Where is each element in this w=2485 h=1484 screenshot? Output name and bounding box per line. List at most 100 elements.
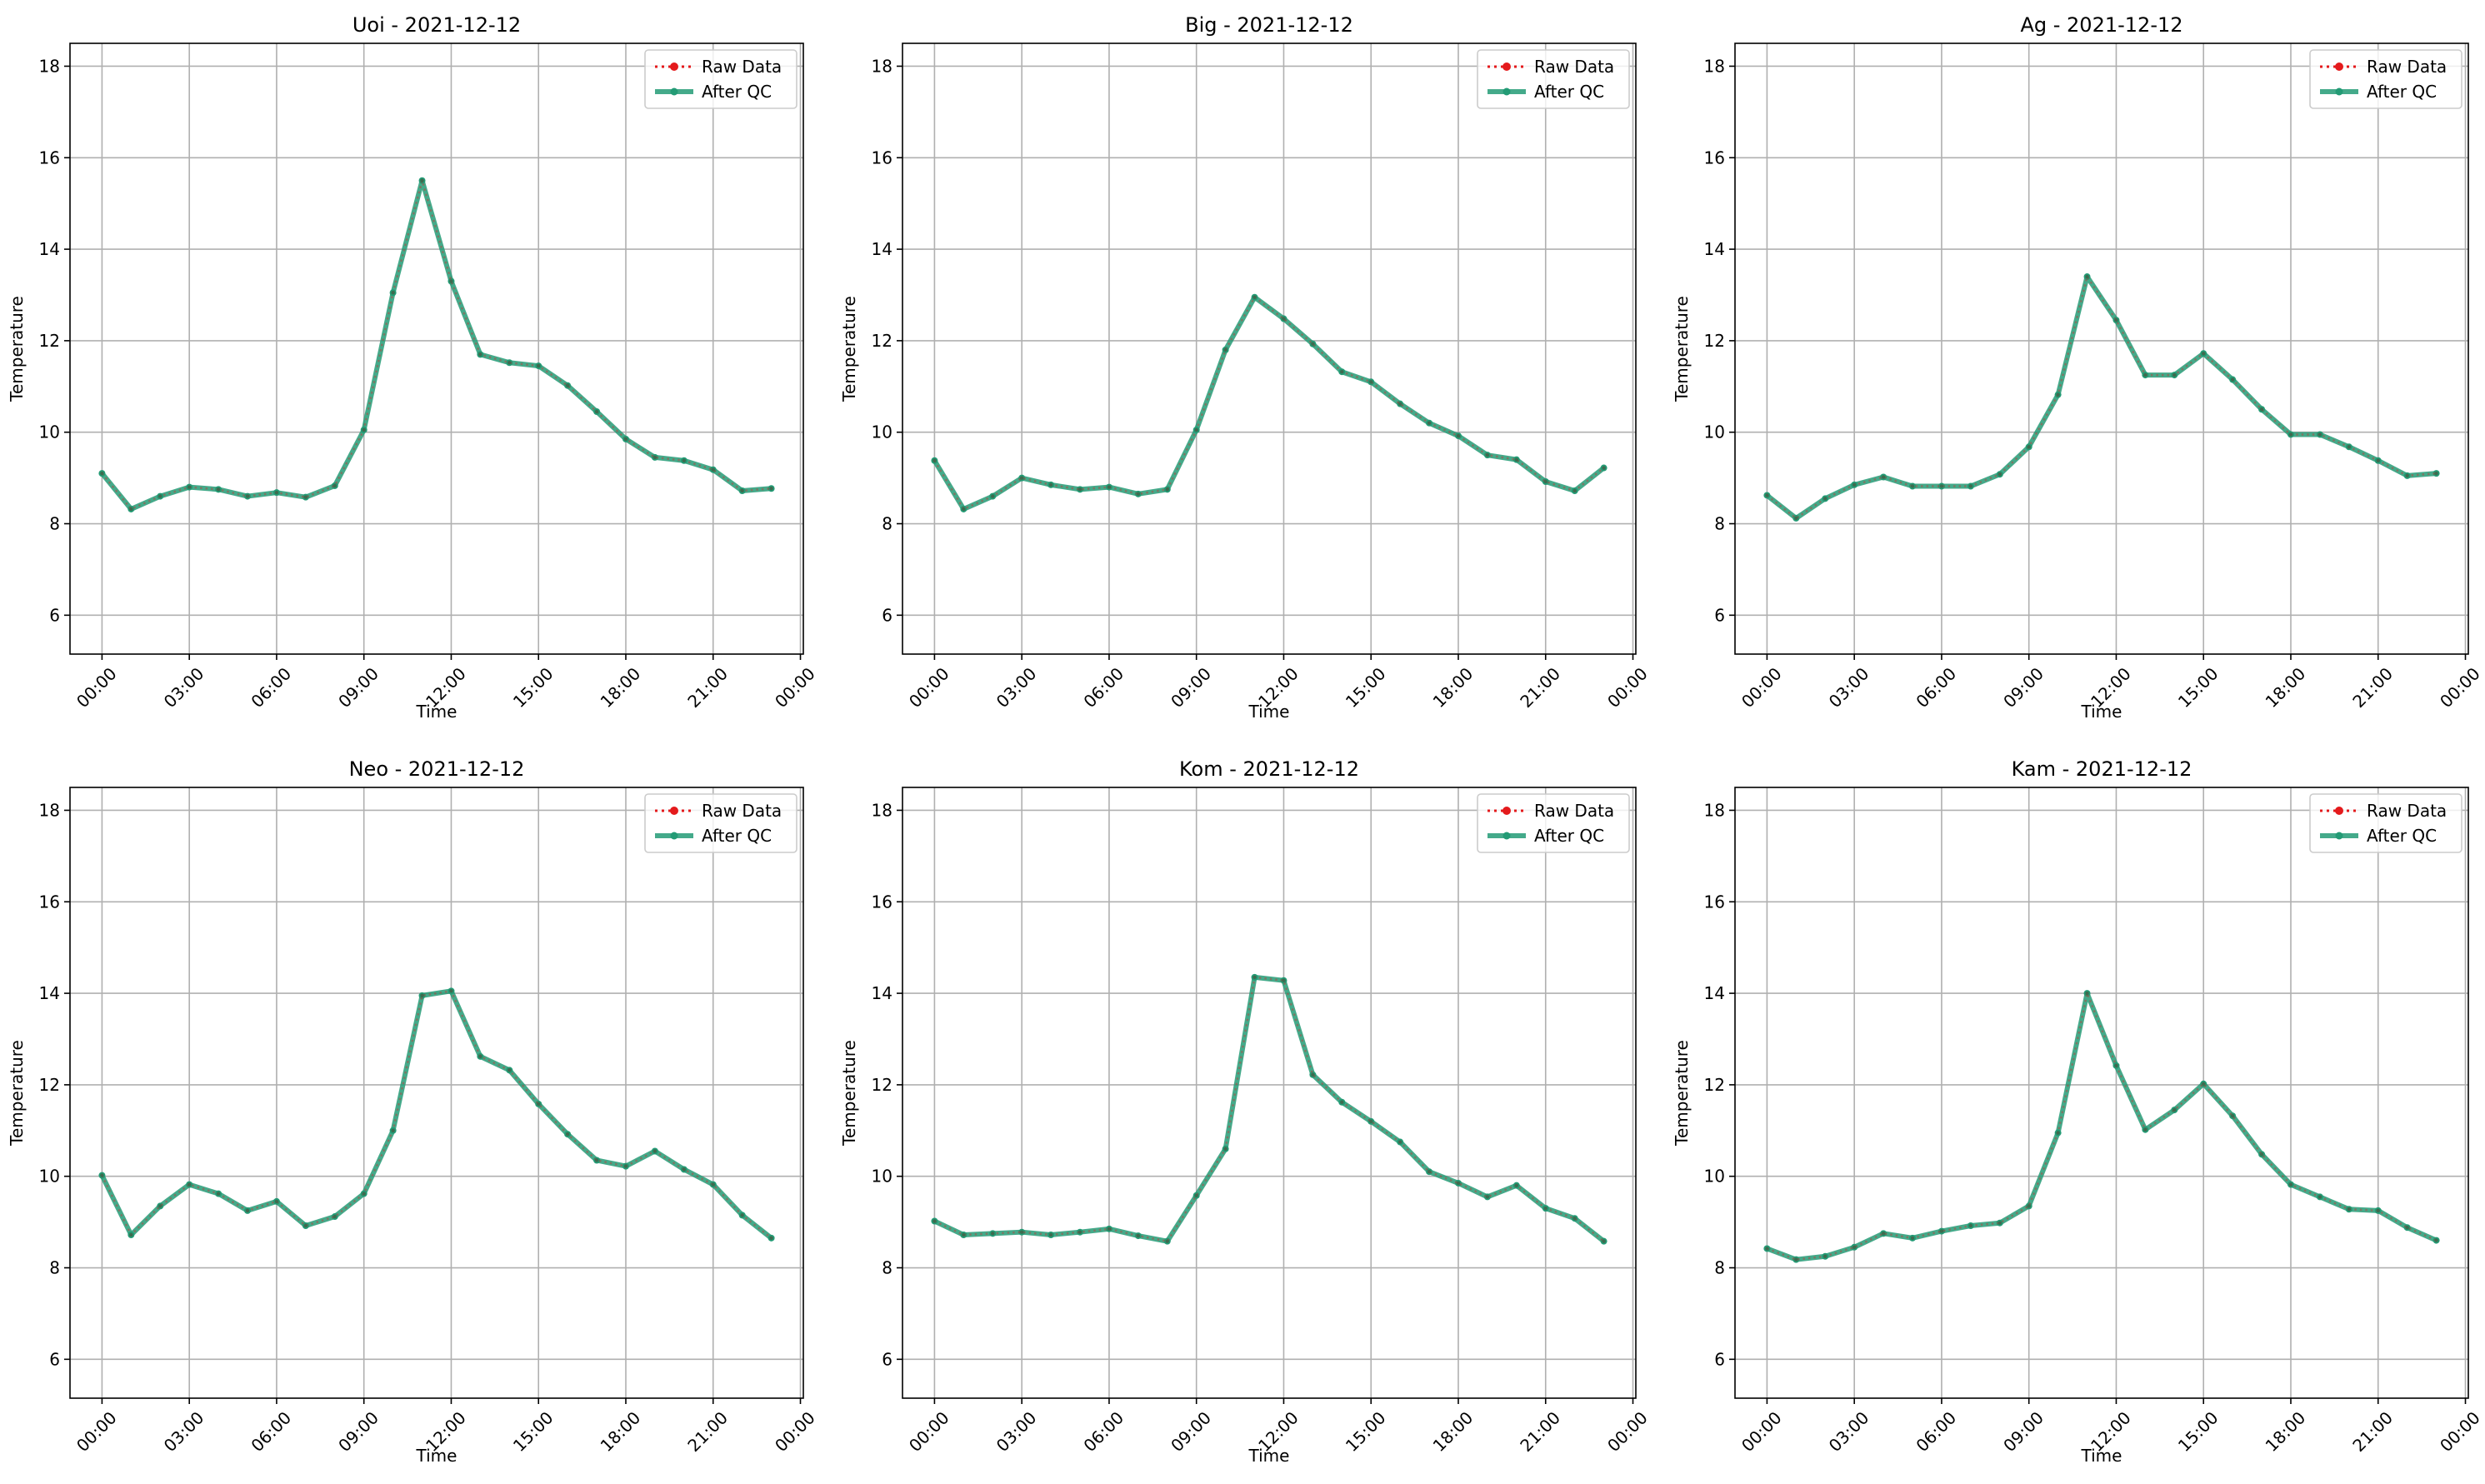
chart-1-raw-data-point-4 — [216, 487, 221, 492]
chart-4-x-tick-label-0: 00:00 — [72, 1407, 121, 1456]
chart-1-raw-data-point-19 — [652, 455, 658, 460]
chart-4-raw-data-point-12 — [449, 989, 453, 993]
chart-6-raw-data-point-2 — [1823, 1254, 1828, 1258]
chart-4-raw-data-point-4 — [216, 1192, 221, 1196]
chart-4-y-tick-label-1: 8 — [49, 1258, 60, 1278]
chart-6-x-tick-label-1: 03:00 — [1825, 1407, 1873, 1456]
chart-4-x-axis-label: Time — [416, 1446, 458, 1466]
chart-6-y-tick-label-0: 6 — [1714, 1349, 1725, 1369]
chart-5-series-raw-data-line — [933, 976, 1605, 1243]
chart-5-x-tick-label-8: 00:00 — [1603, 1407, 1652, 1456]
chart-6-legend-raw-label: Raw Data — [2367, 801, 2447, 821]
chart-6-y-tick-label-2: 10 — [1704, 1167, 1725, 1187]
chart-5-raw-data-point-16 — [1398, 1140, 1402, 1144]
chart-6-raw-data-point-6 — [1939, 1229, 1944, 1233]
chart-6-raw-data-point-9 — [2027, 1204, 2031, 1208]
chart-5-raw-data-point-6 — [1107, 1227, 1112, 1232]
chart-6-raw-data-point-14 — [2172, 1107, 2177, 1112]
chart-5-raw-data-point-12 — [1282, 978, 1286, 982]
chart-2-raw-data-point-8 — [1165, 487, 1169, 492]
chart-1-legend-raw-label: Raw Data — [702, 57, 782, 77]
chart-2-raw-data-point-2 — [991, 494, 995, 498]
chart-1-raw-data-point-8 — [332, 483, 337, 488]
chart-2-raw-data-point-13 — [1311, 342, 1315, 346]
chart-5-raw-data-point-15 — [1369, 1119, 1373, 1124]
chart-4-raw-data-point-22 — [740, 1213, 744, 1217]
chart-2-title: Big - 2021-12-12 — [1185, 13, 1353, 37]
chart-5-raw-data-point-5 — [1078, 1230, 1082, 1234]
chart-6-raw-data-point-20 — [2347, 1207, 2352, 1212]
chart-1-legend: Raw Data After QC — [644, 49, 798, 109]
chart-2-raw-data-point-17 — [1427, 421, 1432, 425]
chart-6-y-tick-label-6: 18 — [1704, 800, 1725, 820]
chart-4-raw-data-point-5 — [245, 1208, 250, 1213]
chart-5-raw-data-point-7 — [1136, 1233, 1141, 1238]
chart-5-legend: Raw Data After QC — [1477, 793, 1630, 853]
chart-1-y-axis-label: Temperature — [7, 296, 27, 402]
chart-1-y-tick-label-0: 6 — [49, 605, 60, 625]
chart-4-raw-data-point-17 — [594, 1158, 599, 1162]
chart-5-raw-data-point-14 — [1340, 1100, 1344, 1104]
chart-5-raw-data-point-17 — [1427, 1170, 1432, 1174]
chart-3-raw-data-point-17 — [2259, 407, 2264, 412]
chart-5-raw-data-point-8 — [1165, 1239, 1169, 1243]
chart-5-x-tick-label-1: 03:00 — [992, 1407, 1041, 1456]
chart-1-raw-data-point-14 — [508, 361, 512, 365]
chart-4-raw-data-point-13 — [478, 1054, 482, 1059]
chart-5-title: Kom - 2021-12-12 — [1179, 757, 1359, 781]
chart-6-raw-data-point-21 — [2376, 1208, 2380, 1213]
chart-3-y-tick-label-3: 12 — [1704, 331, 1725, 351]
chart-1-raw-data-point-21 — [711, 467, 715, 472]
chart-4-legend-qc-label: After QC — [702, 826, 772, 846]
chart-4-raw-data-point-0 — [100, 1173, 104, 1177]
chart-2-raw-data-point-11 — [1252, 295, 1257, 299]
chart-2-raw-data-point-9 — [1194, 427, 1198, 432]
chart-1-raw-data-point-6 — [274, 490, 279, 495]
chart-5-axes-frame — [902, 787, 1637, 1399]
chart-2-x-tick-label-3: 09:00 — [1167, 663, 1215, 712]
chart-1-legend-qc-label: After QC — [702, 82, 772, 102]
chart-3-x-tick-label-0: 00:00 — [1738, 663, 1786, 712]
chart-3-raw-data-point-6 — [1939, 484, 1944, 488]
chart-2-legend-qc-label: After QC — [1534, 82, 1604, 102]
chart-5-y-tick-label-5: 16 — [872, 892, 892, 912]
chart-4-series-after-qc-line — [99, 988, 773, 1241]
chart-4-raw-data-point-20 — [682, 1167, 687, 1172]
chart-5-legend-qc-label: After QC — [1534, 826, 1604, 846]
chart-3-raw-data-point-22 — [2405, 473, 2409, 478]
chart-1-x-tick-label-7: 21:00 — [683, 663, 732, 712]
chart-6-raw-data-point-15 — [2202, 1082, 2206, 1086]
chart-3-y-tick-label-1: 8 — [1714, 514, 1725, 534]
chart-1-title: Uoi - 2021-12-12 — [352, 13, 521, 37]
chart-2-raw-data-point-22 — [1572, 488, 1577, 493]
chart-1-x-tick-label-5: 15:00 — [509, 663, 558, 712]
chart-3-y-axis-label: Temperature — [1672, 296, 1692, 402]
chart-2-x-tick-label-6: 18:00 — [1429, 663, 1478, 712]
chart-1-x-tick-label-1: 03:00 — [160, 663, 208, 712]
chart-4-raw-data-point-19 — [652, 1149, 658, 1153]
chart-1-raw-data-point-11 — [420, 178, 424, 182]
chart-3-raw-data-point-12 — [2114, 317, 2118, 322]
chart-6-raw-data-point-13 — [2143, 1127, 2148, 1132]
chart-3-legend-raw-label: Raw Data — [2367, 57, 2447, 77]
chart-3-raw-data-point-2 — [1823, 497, 1828, 501]
chart-3-raw-data-point-15 — [2202, 352, 2206, 356]
chart-2-y-tick-label-5: 16 — [872, 147, 892, 167]
chart-5-legend-raw-marker — [1502, 807, 1511, 815]
chart-3-raw-data-point-7 — [1968, 484, 1973, 488]
chart-4-raw-data-point-15 — [537, 1102, 541, 1107]
chart-1-legend-raw-marker — [670, 62, 678, 71]
chart-5-raw-data-point-10 — [1223, 1147, 1228, 1151]
chart-2-x-tick-label-2: 06:00 — [1079, 663, 1128, 712]
chart-3-raw-data-point-18 — [2288, 432, 2293, 437]
chart-2-raw-data-point-6 — [1107, 485, 1112, 489]
chart-2-y-tick-label-1: 8 — [882, 514, 892, 534]
chart-4-raw-data-point-7 — [303, 1223, 308, 1228]
chart-2-legend-raw-label: Raw Data — [1534, 57, 1614, 77]
chart-4-y-tick-label-6: 18 — [39, 800, 60, 820]
chart-5-x-tick-label-6: 18:00 — [1429, 1407, 1478, 1456]
chart-6-raw-data-point-0 — [1765, 1247, 1769, 1251]
chart-3-raw-data-point-20 — [2347, 445, 2352, 449]
chart-6-y-tick-label-3: 12 — [1704, 1075, 1725, 1095]
chart-3-x-tick-label-8: 00:00 — [2436, 663, 2484, 712]
